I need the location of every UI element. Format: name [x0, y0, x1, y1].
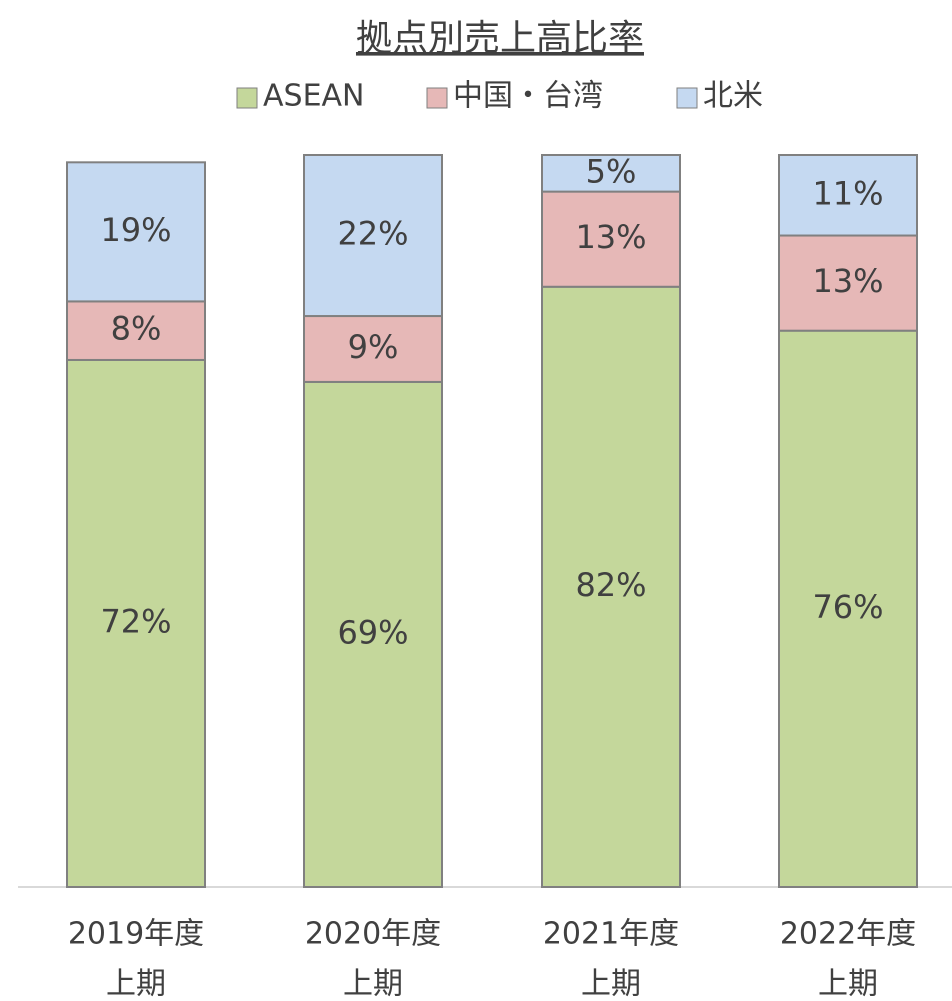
x-tick-label: 上期 — [818, 967, 878, 1001]
bar-segment — [778, 329, 918, 888]
x-tick-label: 2020年度 — [305, 917, 441, 952]
data-label: 72% — [100, 602, 171, 640]
bar-segment — [778, 234, 918, 332]
legend-label: ASEAN — [263, 79, 364, 114]
bar-segment — [66, 300, 206, 361]
x-tick-label: 2022年度 — [780, 917, 916, 952]
data-label: 8% — [111, 310, 162, 348]
data-label: 19% — [100, 211, 171, 249]
data-label: 76% — [812, 588, 883, 626]
chart-title: 拠点別売上高比率 — [356, 18, 644, 59]
legend-swatch — [676, 87, 698, 109]
x-tick-label: 上期 — [106, 967, 166, 1001]
x-tick-label: 上期 — [581, 967, 641, 1001]
legend-label: 北米 — [703, 79, 763, 114]
data-label: 9% — [348, 328, 399, 366]
bar-segment — [66, 161, 206, 303]
bar-segment — [303, 154, 443, 318]
bar-segment — [541, 154, 681, 193]
data-label: 11% — [812, 174, 883, 212]
data-label: 22% — [337, 215, 408, 253]
data-label: 13% — [812, 262, 883, 300]
x-tick-label: 上期 — [343, 967, 403, 1001]
bar-segment — [303, 380, 443, 888]
legend-swatch — [236, 87, 258, 109]
data-label: 82% — [575, 566, 646, 604]
bar-segment — [541, 190, 681, 288]
bar-segment — [303, 315, 443, 383]
data-label: 13% — [575, 218, 646, 256]
x-tick-label: 2021年度 — [543, 917, 679, 952]
legend-swatch — [426, 87, 448, 109]
legend-label: 中国・台湾 — [453, 79, 603, 114]
bar-segment — [66, 358, 206, 888]
x-tick-label: 2019年度 — [68, 917, 204, 952]
data-label: 5% — [586, 152, 637, 190]
data-label: 69% — [337, 613, 408, 651]
bar-segment — [541, 285, 681, 888]
bar-segment — [778, 154, 918, 237]
